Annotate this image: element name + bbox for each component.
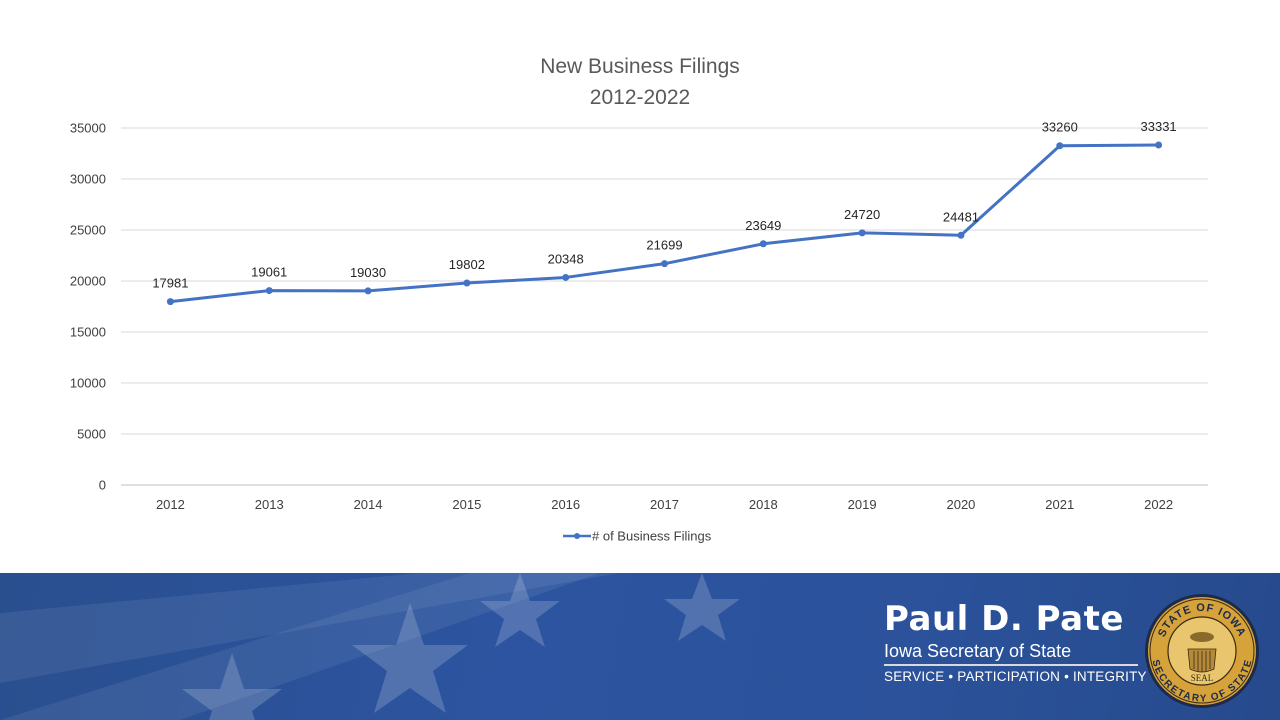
y-axis-ticks: 0 5000 10000 15000 20000 25000 30000 35000	[70, 121, 106, 493]
data-label: 19061	[251, 265, 287, 280]
data-label: 21699	[646, 238, 682, 253]
seal-center-text: SEAL	[1191, 673, 1214, 683]
data-point[interactable]	[265, 287, 273, 295]
star-icon	[664, 573, 740, 641]
data-label: 33331	[1141, 119, 1177, 134]
data-point[interactable]	[364, 287, 372, 295]
data-point[interactable]	[1155, 141, 1163, 149]
data-point[interactable]	[661, 260, 668, 268]
chart-title-group: New Business Filings 2012-2022	[540, 55, 740, 109]
x-tick-label: 2020	[946, 497, 975, 512]
footer-banner: Paul D. Pate Iowa Secretary of State SER…	[0, 573, 1280, 720]
data-label: 23649	[745, 218, 781, 233]
legend-label: # of Business Filings	[592, 529, 712, 544]
flag-stripes	[0, 573, 620, 720]
x-tick-label: 2018	[749, 497, 778, 512]
brand-divider	[884, 664, 1138, 666]
legend-dot-marker	[574, 533, 580, 539]
line-chart: New Business Filings 2012-2022 0 5000 1000…	[70, 55, 1208, 544]
x-tick-label: 2014	[354, 497, 383, 512]
data-point[interactable]	[1056, 142, 1064, 150]
x-tick-label: 2022	[1144, 497, 1173, 512]
data-label: 24720	[844, 207, 880, 222]
x-tick-label: 2016	[551, 497, 580, 512]
data-point[interactable]	[759, 240, 767, 248]
y-tick-label: 15000	[70, 325, 106, 340]
x-tick-label: 2012	[156, 497, 185, 512]
chart-subtitle: 2012-2022	[590, 86, 690, 109]
x-tick-label: 2021	[1045, 497, 1074, 512]
seal-eagle-icon	[1187, 632, 1217, 673]
y-tick-label: 0	[99, 478, 106, 493]
x-tick-label: 2013	[255, 497, 284, 512]
flag-background	[0, 573, 740, 720]
gridlines	[121, 127, 1208, 486]
series-line	[168, 143, 1161, 304]
x-tick-label: 2015	[452, 497, 481, 512]
data-label: 24481	[943, 209, 979, 224]
data-label: 19030	[350, 265, 386, 280]
official-name: Paul D. Pate	[884, 599, 1124, 639]
star-icon	[182, 653, 282, 720]
series-layer	[166, 141, 1163, 306]
star-icon	[352, 603, 468, 713]
data-label: 19802	[449, 257, 485, 272]
y-tick-label: 20000	[70, 274, 106, 289]
y-tick-label: 5000	[77, 427, 106, 442]
y-tick-label: 25000	[70, 223, 106, 238]
chart-title: New Business Filings	[540, 55, 740, 78]
data-point[interactable]	[858, 229, 866, 237]
state-seal-logo: STATE OF IOWA SECRETARY OF STATE SEAL	[1145, 594, 1259, 708]
data-point[interactable]	[957, 231, 965, 239]
data-point[interactable]	[562, 273, 570, 281]
data-label: 20348	[548, 251, 584, 266]
data-label: 33260	[1042, 120, 1078, 135]
data-label: 17981	[152, 276, 188, 291]
x-tick-label: 2017	[650, 497, 679, 512]
x-axis-ticks: 2012 2013 2014 2015 2016 2017 2018 2019 2020 2021…	[156, 497, 1173, 512]
motto: SERVICE • PARTICIPATION • INTEGRITY	[884, 669, 1147, 684]
y-tick-label: 10000	[70, 376, 106, 391]
office-title: Iowa Secretary of State	[884, 641, 1072, 661]
star-icon	[480, 573, 560, 647]
x-tick-label: 2019	[848, 497, 877, 512]
data-point[interactable]	[166, 298, 174, 306]
flag-stars	[182, 573, 740, 720]
legend[interactable]: # of Business Filings	[563, 529, 712, 544]
y-tick-label: 30000	[70, 172, 106, 187]
data-point[interactable]	[463, 279, 471, 287]
data-labels: 17981 19061 19030 19802 20348 21699 23649 24720…	[152, 119, 1176, 291]
y-tick-label: 35000	[70, 121, 106, 136]
